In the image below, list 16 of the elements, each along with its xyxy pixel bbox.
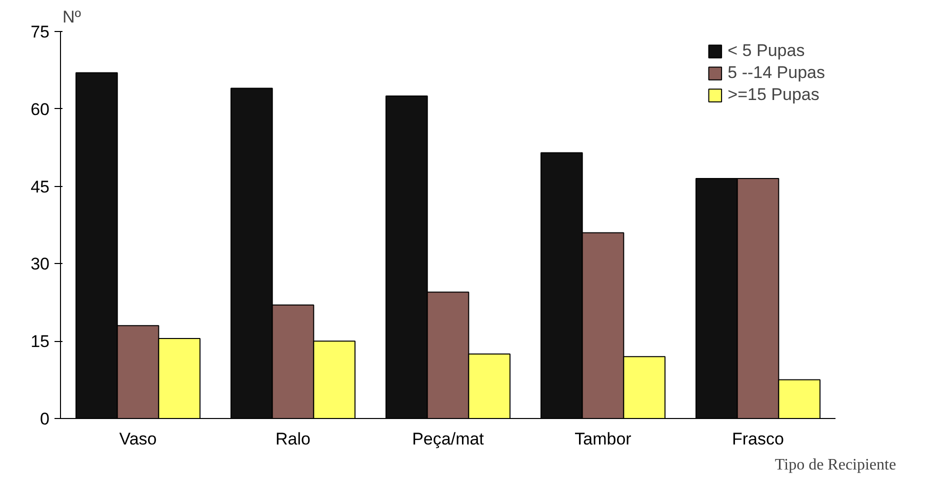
y-tick-label: 15 [30,332,50,352]
legend-label: >=15 Pupas [728,85,820,105]
x-tick-label: Frasco [732,430,784,448]
x-axis-title: Tipo de Recipiente [774,456,896,474]
y-tick-label: 0 [40,410,50,428]
legend-label: < 5 Pupas [728,41,805,61]
y-tick-label: 30 [30,254,50,274]
y-axis-title: Nº [62,8,81,26]
legend-label: 5 --14 Pupas [728,63,825,83]
y-tick-label: 75 [30,22,50,42]
y-tick-label: 60 [30,100,50,119]
x-tick-label: Vaso [119,430,157,448]
x-tick-label: Peça/mat [412,430,484,448]
x-tick-label: Tambor [574,430,632,448]
x-tick-label: Ralo [276,430,310,448]
y-tick-label: 45 [30,177,50,196]
